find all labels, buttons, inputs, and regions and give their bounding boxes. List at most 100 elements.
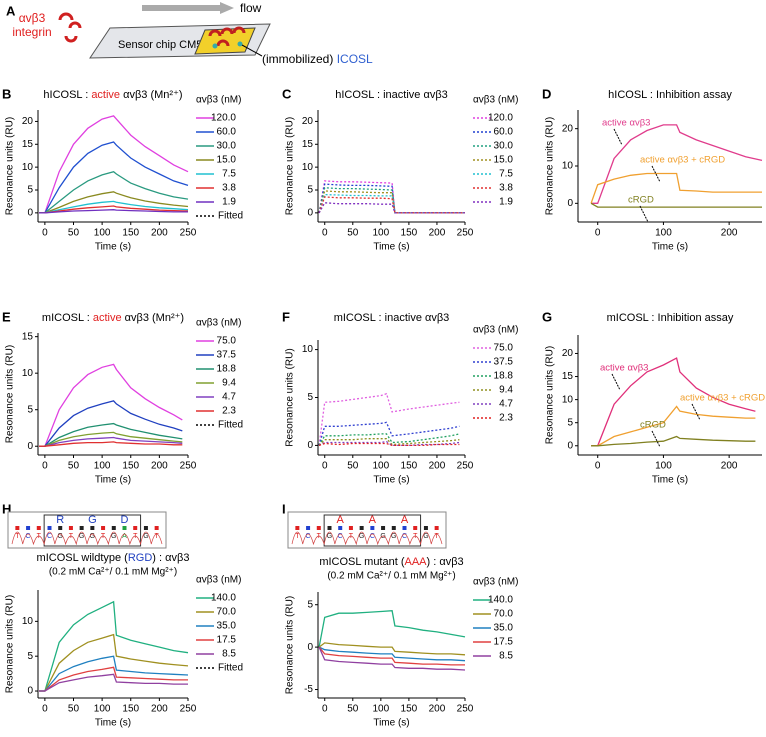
legend-label: 15.0 <box>217 155 237 166</box>
series-line <box>318 646 465 666</box>
series-label: active αvβ3 <box>600 363 648 374</box>
x-tick-label: 100 <box>655 461 672 472</box>
base-marker <box>68 526 73 530</box>
panel-label: I <box>282 501 286 516</box>
title-part: ) : αvβ3 <box>152 552 189 564</box>
x-axis-label: Time (s) <box>652 242 688 253</box>
y-axis-label: Resonance units (RU) <box>545 346 556 444</box>
base-marker <box>391 526 396 530</box>
ligand-dot <box>212 43 218 49</box>
series-line <box>39 170 189 214</box>
series-line <box>39 436 183 447</box>
series-line <box>591 357 756 447</box>
y-tick-label: 0 <box>307 440 313 451</box>
y-tick-label: 5 <box>27 404 33 415</box>
y-tick-label: 5 <box>567 417 573 428</box>
x-tick-label: 100 <box>372 704 389 715</box>
series-line <box>318 421 460 446</box>
series-line <box>39 191 189 214</box>
x-tick-label: 50 <box>68 228 80 239</box>
y-tick-label: 15 <box>22 331 34 342</box>
legend-label: 4.7 <box>222 392 236 403</box>
panel-title: mICOSL : active αvβ3 (Mn²⁺) <box>42 312 184 324</box>
panel-label: C <box>282 86 292 101</box>
base-marker <box>26 526 31 530</box>
legend-label: 37.5 <box>217 350 237 361</box>
y-tick-label: 10 <box>302 162 314 173</box>
series-label: active αvβ3 + cRGD <box>640 155 725 166</box>
legend-title: αvβ3 (nM) <box>196 95 241 106</box>
series-line <box>39 400 183 447</box>
series-line <box>590 172 762 204</box>
legend-label: 4.7 <box>499 399 513 410</box>
legend-label: 15.0 <box>494 155 514 166</box>
legend-label: 8.5 <box>499 651 513 662</box>
x-tick-label: 0 <box>595 461 601 472</box>
series-line <box>318 202 465 214</box>
base-marker <box>47 526 52 530</box>
series-line <box>318 646 466 671</box>
amino-letter: G <box>88 514 97 526</box>
legend-label: 35.0 <box>494 623 514 634</box>
y-tick-label: 20 <box>22 116 34 127</box>
panel-label: D <box>542 86 551 101</box>
base-letter: G <box>111 533 116 540</box>
legend-label: 35.0 <box>217 621 237 632</box>
legend-label: 70.0 <box>217 607 237 618</box>
title-part: mICOSL wildtype ( <box>37 552 129 564</box>
title-part: active <box>93 312 122 324</box>
y-axis-label: Resonance units (RU) <box>285 117 296 215</box>
amino-letter: D <box>121 514 129 526</box>
series-line <box>39 141 189 214</box>
base-marker <box>370 526 375 530</box>
amino-letter: A <box>401 514 409 526</box>
x-tick-label: 150 <box>122 704 139 715</box>
y-tick-label: 15 <box>22 139 34 150</box>
x-axis-label: Time (s) <box>373 475 409 486</box>
legend-label: 120.0 <box>211 113 236 124</box>
chromatogram <box>11 531 163 546</box>
title-part: ) : αvβ3 <box>427 556 464 568</box>
legend-label: 30.0 <box>217 141 237 152</box>
series-label: active αvβ3 + cRGD <box>680 393 765 404</box>
legend-label: 9.4 <box>222 378 236 389</box>
panel-label: G <box>542 309 552 324</box>
legend-label: 2.3 <box>499 413 513 424</box>
legend-title: αvβ3 (nM) <box>473 95 518 106</box>
series-line <box>39 673 188 692</box>
x-axis-label: Time (s) <box>373 242 409 253</box>
x-tick-label: 150 <box>122 461 139 472</box>
y-tick-label: -5 <box>304 684 313 695</box>
series-label: cRGD <box>640 420 666 431</box>
legend-label: 8.5 <box>222 649 236 660</box>
legend-label: 17.5 <box>494 637 514 648</box>
x-tick-label: 200 <box>429 704 446 715</box>
x-tick-label: 200 <box>151 228 168 239</box>
panel-title: mICOSL mutant (AAA) : αvβ3 <box>319 556 463 568</box>
base-letter: C <box>306 533 311 540</box>
series-line <box>39 441 183 447</box>
base-letter: G <box>79 533 84 540</box>
x-tick-label: 0 <box>42 228 48 239</box>
series-line <box>39 363 183 447</box>
integrin-label: αvβ3 <box>19 11 46 25</box>
series-line <box>39 422 183 447</box>
base-marker <box>338 526 343 530</box>
x-tick-label: 200 <box>721 228 738 239</box>
x-tick-label: 200 <box>429 228 446 239</box>
x-axis-label: Time (s) <box>95 242 131 253</box>
series-line <box>318 392 460 446</box>
y-axis-label: Resonance units (RU) <box>285 596 296 694</box>
chip-label: Sensor chip CM5 <box>118 39 202 51</box>
label-arrow <box>651 430 661 448</box>
legend-label: Fitted <box>218 663 243 674</box>
integrin-icon <box>58 12 82 43</box>
panel-label: F <box>282 309 290 324</box>
base-letter: C <box>47 533 52 540</box>
base-marker <box>316 526 321 530</box>
label-arrow <box>691 403 701 421</box>
flow-label: flow <box>240 1 262 15</box>
legend-label: 7.5 <box>499 169 513 180</box>
series-line <box>318 187 465 214</box>
